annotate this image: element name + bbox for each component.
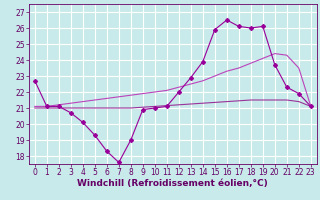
X-axis label: Windchill (Refroidissement éolien,°C): Windchill (Refroidissement éolien,°C) — [77, 179, 268, 188]
